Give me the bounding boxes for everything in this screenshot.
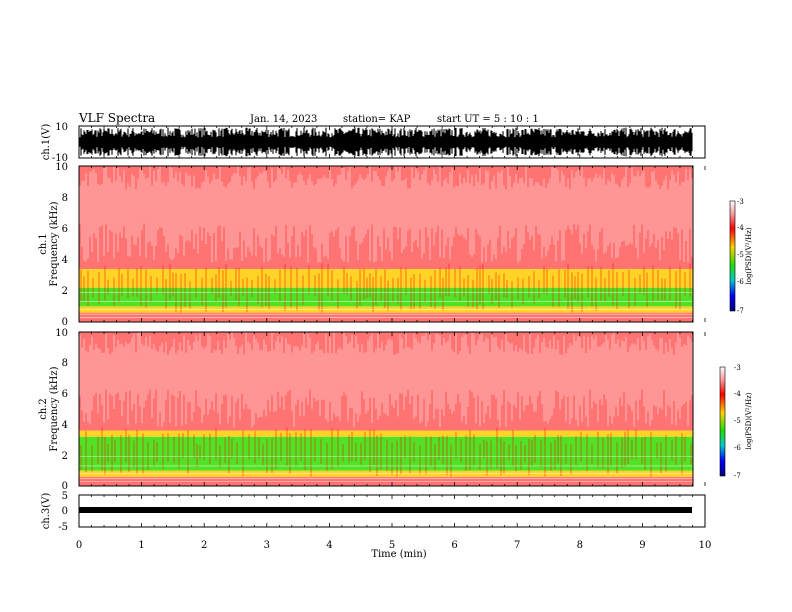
ch1-waveform-trace bbox=[79, 127, 693, 157]
spectrogram-red-streaks bbox=[80, 427, 692, 477]
x-tick-label: 7 bbox=[514, 540, 520, 551]
ch1-spectrogram-streaks bbox=[79, 166, 693, 318]
x-tick-label: 3 bbox=[264, 540, 270, 551]
ch2-spectrogram-frame bbox=[78, 331, 694, 487]
ch1-ytick-bottom: -10 bbox=[52, 153, 68, 164]
x-tick-label: 9 bbox=[639, 540, 645, 551]
figure-title: VLF Spectra bbox=[78, 111, 155, 125]
ch2-colorbar-tick--6: -6 bbox=[734, 444, 741, 452]
ch2-spec-ytick-4: 4 bbox=[62, 420, 68, 431]
header-start-time: start UT = 5 : 10 : 1 bbox=[437, 114, 539, 125]
ch2-colorbar bbox=[719, 366, 726, 477]
ch1-colorbar bbox=[729, 200, 736, 312]
spectrogram-white-streaks bbox=[79, 332, 693, 428]
ch1-spec-ytick-6: 6 bbox=[62, 224, 68, 235]
ch1-colorbar-tick--3: -3 bbox=[737, 198, 744, 206]
ch3-ytick-bottom: -5 bbox=[58, 522, 68, 533]
ch1-spec-ylabel-channel: ch.1 bbox=[38, 233, 49, 255]
ch2-colorbar-tick--5: -5 bbox=[734, 417, 741, 425]
header-station: station= KAP bbox=[343, 114, 411, 125]
ch2-spec-ytick-8: 8 bbox=[62, 358, 68, 369]
time-axis-label: Time (min) bbox=[371, 549, 426, 560]
spectrogram-white-streaks bbox=[79, 166, 693, 263]
figure-header: VLF Spectra Jan. 14, 2023 station= KAP s… bbox=[78, 111, 539, 125]
x-tick-label: 2 bbox=[201, 540, 207, 551]
ch1-colorbar-label: log(PSD)(V²/Hz) bbox=[745, 227, 753, 284]
ch1-spec-ytick-2: 2 bbox=[62, 286, 68, 297]
ch1-spectrogram-panel: 0 2 4 6 8 10 ch.1 Frequency (kHz) -3 -4 … bbox=[38, 162, 753, 328]
ch1-spectrogram-frame bbox=[78, 165, 694, 323]
ch2-colorbar-tick--7: -7 bbox=[734, 472, 741, 480]
ch2-colorbar-tick--4: -4 bbox=[734, 390, 741, 398]
ch3-waveform-ylabel: ch.3(V) bbox=[41, 493, 52, 530]
time-axis: 0 1 2 3 4 5 6 7 8 9 10 bbox=[76, 126, 712, 551]
ch2-spec-ylabel-channel: ch.2 bbox=[38, 398, 49, 420]
ch3-waveform-trace bbox=[79, 507, 692, 513]
ch1-colorbar-tick--6: -6 bbox=[737, 278, 744, 286]
ch1-waveform-ylabel: ch.1(V) bbox=[41, 124, 52, 161]
x-tick-label: 1 bbox=[138, 540, 144, 551]
ch1-ytick-top: 10 bbox=[55, 122, 68, 133]
x-tick-label: 0 bbox=[76, 540, 82, 551]
ch2-spec-ytick-0: 0 bbox=[62, 481, 68, 492]
ch1-waveform-panel: 10 -10 ch.1(V) bbox=[41, 122, 706, 164]
spectrogram-band-2 bbox=[79, 436, 693, 471]
x-tick-label: 5 bbox=[389, 540, 395, 551]
ch2-spectrogram-streaks bbox=[79, 332, 693, 482]
x-tick-label: 10 bbox=[699, 540, 712, 551]
ch2-spec-ytick-10: 10 bbox=[55, 328, 68, 339]
ch1-colorbar-tick--7: -7 bbox=[737, 307, 744, 315]
ch2-spectrogram-panel: 0 2 4 6 8 10 ch.2 Frequency (kHz) -3 -4 … bbox=[38, 328, 753, 492]
spectrogram-red-streaks bbox=[80, 263, 691, 313]
ch2-colorbar-tick--3: -3 bbox=[734, 364, 741, 372]
ch3-waveform-panel: 5 0 -5 ch.3(V) bbox=[41, 491, 706, 533]
ch2-spec-ytick-6: 6 bbox=[62, 389, 68, 400]
ch2-colorbar-label: log(PSD)(V²/Hz) bbox=[745, 392, 753, 449]
ch1-spec-ytick-0: 0 bbox=[62, 317, 68, 328]
ch1-spec-ylabel-frequency: Frequency (kHz) bbox=[49, 201, 60, 286]
ch1-spec-ytick-8: 8 bbox=[62, 193, 68, 204]
spectrogram-band-3 bbox=[79, 430, 693, 437]
ch1-spec-ytick-10: 10 bbox=[55, 162, 68, 173]
ch1-spec-ytick-4: 4 bbox=[62, 255, 68, 266]
header-date: Jan. 14, 2023 bbox=[249, 114, 317, 125]
ch2-spec-ytick-2: 2 bbox=[62, 451, 68, 462]
x-tick-label: 8 bbox=[577, 540, 583, 551]
x-tick-label: 4 bbox=[326, 540, 332, 551]
x-tick-label: 6 bbox=[451, 540, 457, 551]
ch1-colorbar-tick--4: -4 bbox=[737, 224, 744, 232]
spectrogram-band-3 bbox=[79, 268, 693, 288]
ch3-ytick-mid: 0 bbox=[62, 506, 68, 517]
ch1-colorbar-tick--5: -5 bbox=[737, 251, 744, 259]
ch3-ytick-top: 5 bbox=[62, 491, 68, 502]
ch2-spec-ylabel-frequency: Frequency (kHz) bbox=[49, 366, 60, 451]
ch1-waveform-line bbox=[79, 127, 693, 157]
